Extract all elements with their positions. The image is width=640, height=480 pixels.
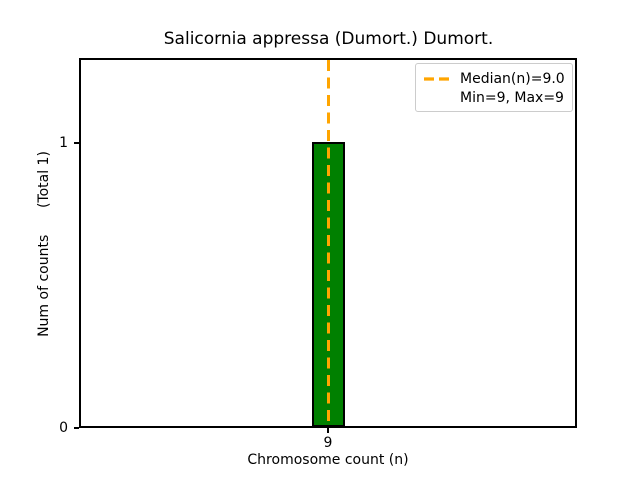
legend-swatch-spacer <box>424 96 450 100</box>
y-tick-label-1: 1 <box>59 135 68 151</box>
legend-entry-minmax: Min=9, Max=9 <box>424 88 565 107</box>
legend-label-minmax: Min=9, Max=9 <box>460 89 564 106</box>
legend-entry-median: Median(n)=9.0 <box>424 69 565 88</box>
x-tick-label-9: 9 <box>323 435 333 451</box>
y-axis-label: Num of counts (Total 1) <box>36 151 52 337</box>
plot-area: Median(n)=9.0 Min=9, Max=9 <box>79 58 577 428</box>
y-tick-label-0: 0 <box>59 420 68 436</box>
legend: Median(n)=9.0 Min=9, Max=9 <box>415 63 573 112</box>
y-tick-mark-1 <box>74 142 79 144</box>
chart-title: Salicornia appressa (Dumort.) Dumort. <box>163 29 494 49</box>
x-axis-label: Chromosome count (n) <box>247 452 409 468</box>
median-dash-icon <box>424 76 450 81</box>
plot-canvas <box>312 60 345 426</box>
legend-label-median: Median(n)=9.0 <box>460 70 565 87</box>
x-tick-mark-9 <box>327 428 329 433</box>
y-tick-mark-0 <box>74 427 79 429</box>
